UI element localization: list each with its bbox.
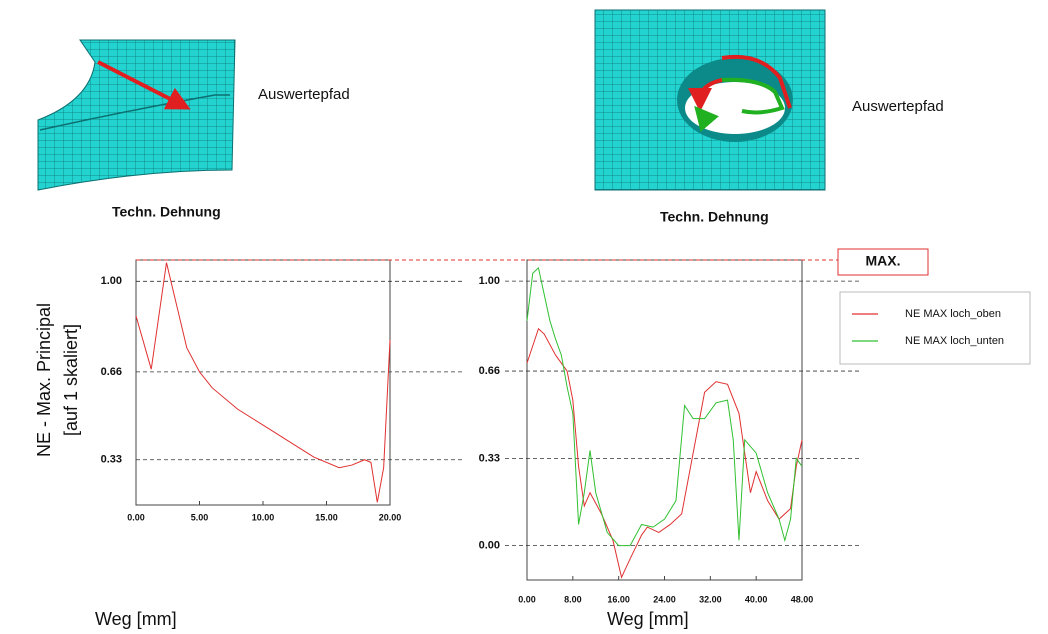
y-tick-label: 0.66	[101, 366, 122, 378]
data-line	[527, 268, 802, 546]
figure: Auswertepfad Techn. Dehnung Auswertepfad…	[0, 0, 1048, 634]
data-line	[527, 329, 802, 578]
x-tick-label: 40.00	[745, 594, 768, 604]
image-caption: Techn. Dehnung	[660, 209, 769, 225]
mesh-image-left	[38, 40, 235, 190]
x-tick-label: 20.00	[379, 512, 402, 522]
x-tick-label: 0.00	[127, 512, 145, 522]
image-label: Auswertepfad	[258, 86, 350, 103]
mesh-image-right	[595, 10, 825, 190]
x-tick-label: 8.00	[564, 594, 582, 604]
x-axis-label: Weg [mm]	[607, 609, 689, 629]
x-axis-label: Weg [mm]	[95, 609, 177, 629]
y-tick-label: 1.00	[101, 275, 122, 287]
data-line	[136, 263, 390, 503]
x-tick-label: 32.00	[699, 594, 722, 604]
x-tick-label: 10.00	[252, 512, 275, 522]
x-tick-label: 48.00	[791, 594, 814, 604]
y-axis-label: NE - Max. Principal	[34, 303, 54, 457]
legend-entry: NE MAX loch_oben	[905, 308, 1001, 320]
y-tick-label: 1.00	[479, 275, 500, 287]
y-tick-label: 0.33	[479, 452, 500, 464]
x-tick-label: 0.00	[518, 594, 536, 604]
y-axis-label: [auf 1 skaliert]	[61, 324, 81, 436]
y-tick-label: 0.00	[479, 540, 500, 552]
image-label: Auswertepfad	[852, 98, 944, 115]
x-tick-label: 16.00	[607, 594, 630, 604]
legend-entry: NE MAX loch_unten	[905, 335, 1004, 347]
x-tick-label: 15.00	[315, 512, 338, 522]
plot-area	[527, 260, 802, 580]
image-caption: Techn. Dehnung	[112, 204, 221, 220]
x-tick-label: 24.00	[653, 594, 676, 604]
annotation: MAX.	[866, 253, 901, 269]
y-tick-label: 0.33	[101, 454, 122, 466]
legend-box	[840, 292, 1030, 364]
y-tick-label: 0.66	[479, 365, 500, 377]
x-tick-label: 5.00	[191, 512, 209, 522]
